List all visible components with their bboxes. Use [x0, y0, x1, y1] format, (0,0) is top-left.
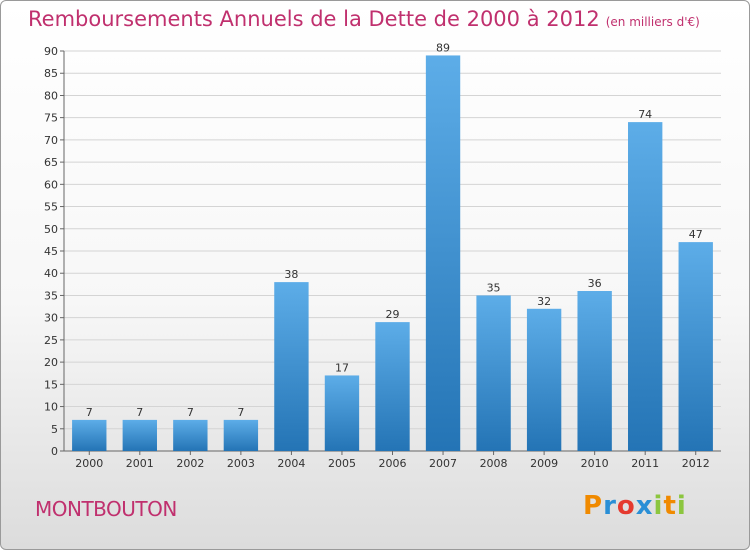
data-label: 7 [237, 406, 244, 419]
chart-title: Remboursements Annuels de la Dette de 20… [28, 7, 700, 31]
x-tick-label: 2011 [631, 457, 659, 470]
bar [274, 282, 309, 451]
data-label: 89 [436, 41, 450, 54]
x-tick-label: 2006 [379, 457, 407, 470]
y-tick-label: 40 [44, 267, 58, 280]
chart-unit: (en milliers d'€) [605, 15, 700, 29]
y-tick-label: 55 [44, 201, 58, 214]
x-tick-label: 2005 [328, 457, 356, 470]
data-label: 36 [588, 277, 602, 290]
commune-name: MONTBOUTON [35, 497, 177, 521]
y-tick-label: 5 [51, 423, 58, 436]
x-tick-label: 2004 [277, 457, 305, 470]
data-label: 17 [335, 361, 349, 374]
y-tick-label: 65 [44, 156, 58, 169]
bar [173, 419, 208, 451]
y-tick-label: 80 [44, 89, 58, 102]
bar [628, 122, 663, 451]
bar [72, 419, 107, 451]
proxiti-logo: Proxiti [583, 491, 687, 521]
bar [324, 375, 360, 451]
data-label: 47 [689, 228, 703, 241]
y-tick-label: 70 [44, 134, 58, 147]
y-tick-label: 45 [44, 245, 58, 258]
y-tick-label: 50 [44, 223, 58, 236]
data-label: 29 [386, 308, 400, 321]
y-tick-label: 75 [44, 112, 58, 125]
y-tick-label: 85 [44, 67, 58, 80]
y-tick-label: 20 [44, 356, 58, 369]
y-tick-label: 15 [44, 378, 58, 391]
y-tick-label: 90 [44, 45, 58, 58]
data-label: 38 [284, 268, 298, 281]
bar [122, 419, 157, 451]
data-label: 32 [537, 295, 551, 308]
x-tick-label: 2010 [581, 457, 609, 470]
data-label: 7 [136, 406, 143, 419]
bars [72, 55, 713, 451]
x-tick-label: 2007 [429, 457, 457, 470]
bar [577, 291, 612, 451]
bar [476, 295, 511, 451]
chart-title-text: Remboursements Annuels de la Dette de 20… [28, 7, 600, 31]
x-tick-label: 2003 [227, 457, 255, 470]
x-tick-label: 2001 [126, 457, 154, 470]
bar [526, 308, 562, 451]
y-tick-label: 60 [44, 178, 58, 191]
data-label: 7 [187, 406, 194, 419]
x-tick-label: 2002 [176, 457, 204, 470]
y-tick-label: 0 [51, 445, 58, 458]
y-tick-label: 30 [44, 312, 58, 325]
labels: 7 2000 7 2001 7 2002 7 2003 38 2004 17 2005 29 2006 89… [75, 41, 709, 470]
x-tick-label: 2000 [75, 457, 103, 470]
bar [223, 419, 259, 451]
bar [375, 322, 410, 451]
y-tick-label: 25 [44, 334, 58, 347]
data-label: 7 [86, 406, 93, 419]
y-tick-label: 10 [44, 401, 58, 414]
x-tick-label: 2012 [682, 457, 710, 470]
y-tick-label: 35 [44, 289, 58, 302]
bar [425, 55, 461, 451]
x-tick-label: 2008 [480, 457, 508, 470]
data-label: 35 [487, 281, 501, 294]
x-tick-label: 2009 [530, 457, 558, 470]
bar [678, 242, 713, 451]
data-label: 74 [638, 108, 652, 121]
